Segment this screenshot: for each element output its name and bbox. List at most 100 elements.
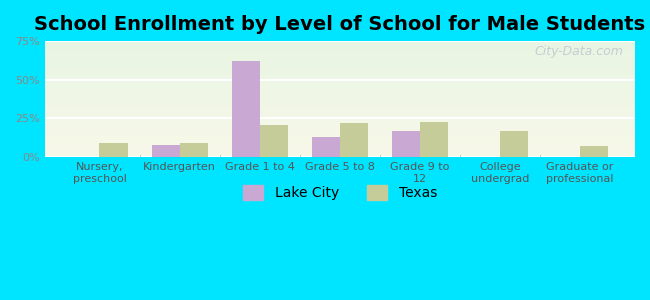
Bar bbox=[45, 78, 635, 80]
Title: School Enrollment by Level of School for Male Students: School Enrollment by Level of School for… bbox=[34, 15, 645, 34]
Bar bbox=[45, 123, 635, 124]
Bar bbox=[45, 84, 635, 85]
Bar bbox=[45, 61, 635, 62]
Bar bbox=[151, 145, 179, 157]
Bar bbox=[45, 124, 635, 126]
Bar bbox=[45, 128, 635, 129]
Bar bbox=[45, 110, 635, 111]
Bar bbox=[45, 69, 635, 70]
Bar bbox=[45, 142, 635, 143]
Bar bbox=[45, 147, 635, 148]
Bar bbox=[45, 48, 635, 49]
Bar bbox=[45, 67, 635, 68]
Bar bbox=[45, 99, 635, 100]
Bar bbox=[45, 92, 635, 93]
Bar bbox=[45, 118, 635, 119]
Bar bbox=[312, 137, 340, 157]
Bar bbox=[45, 105, 635, 106]
Bar bbox=[45, 121, 635, 122]
Bar bbox=[45, 60, 635, 61]
Bar bbox=[45, 139, 635, 140]
Bar bbox=[45, 44, 635, 45]
Bar bbox=[45, 115, 635, 116]
Bar bbox=[99, 143, 127, 157]
Bar bbox=[45, 127, 635, 128]
Bar bbox=[45, 141, 635, 142]
Bar bbox=[45, 146, 635, 147]
Bar bbox=[45, 140, 635, 141]
Bar bbox=[45, 126, 635, 127]
Bar bbox=[45, 75, 635, 76]
Bar bbox=[45, 97, 635, 98]
Bar bbox=[45, 143, 635, 144]
Bar bbox=[45, 130, 635, 132]
Bar bbox=[45, 133, 635, 134]
Bar bbox=[45, 108, 635, 110]
Bar bbox=[45, 74, 635, 75]
Bar bbox=[45, 53, 635, 54]
Bar bbox=[45, 94, 635, 96]
Bar bbox=[45, 93, 635, 94]
Bar bbox=[45, 42, 635, 44]
Bar bbox=[45, 107, 635, 108]
Bar bbox=[45, 55, 635, 56]
Bar bbox=[45, 135, 635, 136]
Bar bbox=[45, 82, 635, 83]
Bar bbox=[45, 111, 635, 112]
Bar bbox=[500, 131, 528, 157]
Bar bbox=[45, 49, 635, 50]
Bar bbox=[45, 72, 635, 74]
Legend: Lake City, Texas: Lake City, Texas bbox=[237, 180, 443, 206]
Bar bbox=[45, 47, 635, 48]
Bar bbox=[45, 62, 635, 63]
Bar bbox=[45, 63, 635, 64]
Bar bbox=[45, 41, 635, 42]
Bar bbox=[45, 132, 635, 133]
Bar bbox=[45, 104, 635, 105]
Bar bbox=[45, 156, 635, 157]
Bar bbox=[420, 122, 448, 157]
Bar bbox=[45, 57, 635, 59]
Bar bbox=[179, 143, 207, 157]
Bar bbox=[45, 70, 635, 71]
Bar bbox=[45, 45, 635, 46]
Bar bbox=[580, 146, 608, 157]
Bar bbox=[392, 131, 420, 157]
Bar bbox=[45, 98, 635, 99]
Bar bbox=[45, 144, 635, 145]
Bar bbox=[231, 61, 260, 157]
Bar bbox=[45, 68, 635, 69]
Bar bbox=[45, 101, 635, 103]
Bar bbox=[45, 96, 635, 97]
Bar bbox=[45, 113, 635, 114]
Bar bbox=[45, 54, 635, 55]
Bar bbox=[45, 116, 635, 118]
Text: City-Data.com: City-Data.com bbox=[534, 45, 623, 58]
Bar bbox=[45, 120, 635, 121]
Bar bbox=[45, 151, 635, 152]
Bar bbox=[45, 83, 635, 84]
Bar bbox=[45, 114, 635, 115]
Bar bbox=[45, 152, 635, 154]
Bar bbox=[45, 89, 635, 90]
Bar bbox=[45, 85, 635, 86]
Bar bbox=[340, 123, 368, 157]
Bar bbox=[45, 52, 635, 53]
Bar bbox=[260, 124, 288, 157]
Bar bbox=[45, 103, 635, 104]
Bar bbox=[45, 50, 635, 52]
Bar bbox=[45, 65, 635, 67]
Bar bbox=[45, 134, 635, 135]
Bar bbox=[45, 129, 635, 130]
Bar bbox=[45, 71, 635, 72]
Bar bbox=[45, 77, 635, 78]
Bar bbox=[45, 76, 635, 77]
Bar bbox=[45, 136, 635, 137]
Bar bbox=[45, 86, 635, 88]
Bar bbox=[45, 155, 635, 156]
Bar bbox=[45, 149, 635, 150]
Bar bbox=[45, 148, 635, 149]
Bar bbox=[45, 100, 635, 101]
Bar bbox=[45, 90, 635, 91]
Bar bbox=[45, 154, 635, 155]
